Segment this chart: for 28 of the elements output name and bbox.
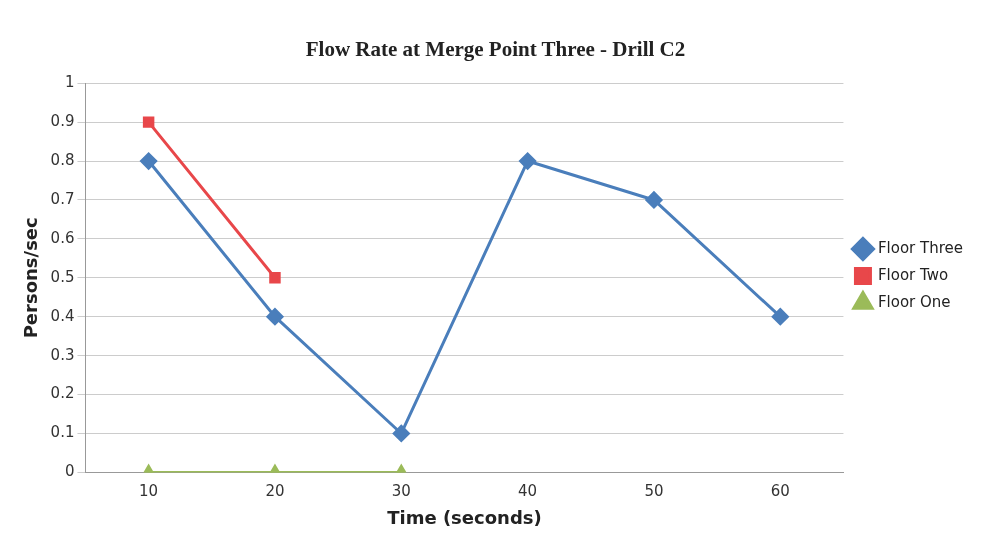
y-tick-label: 0.5 bbox=[50, 267, 75, 286]
legend-label: Floor Three bbox=[877, 238, 964, 257]
y-tick-label: 1 bbox=[64, 73, 75, 92]
y-tick-label: 0.6 bbox=[50, 228, 75, 247]
y-tick-label: 0.1 bbox=[50, 423, 75, 442]
point bbox=[519, 152, 537, 170]
legend-label: Floor One bbox=[877, 292, 951, 311]
y-tick-label: 0.4 bbox=[50, 306, 75, 325]
y-tick-label: 0.3 bbox=[50, 345, 75, 364]
x-tick-label: 50 bbox=[644, 482, 664, 501]
x-tick-label: 60 bbox=[770, 482, 790, 501]
x-tick-label: 40 bbox=[518, 482, 538, 501]
y-tick-label: 0.8 bbox=[50, 150, 75, 169]
point bbox=[645, 191, 663, 209]
point bbox=[269, 272, 281, 284]
x-tick-label: 20 bbox=[265, 482, 285, 501]
point bbox=[142, 116, 155, 128]
y-tick-label: 0.7 bbox=[50, 189, 75, 208]
y-tick-label: 0 bbox=[64, 462, 75, 481]
x-tick-label: 10 bbox=[139, 482, 159, 501]
x-tick-label: 30 bbox=[391, 482, 411, 501]
y-tick-label: 0.2 bbox=[50, 384, 75, 403]
legend-label: Floor Two bbox=[877, 265, 949, 284]
chart-title: Flow Rate at Merge Point Three - Drill C2 bbox=[305, 37, 686, 62]
y-axis-title: Persons/sec bbox=[20, 217, 42, 339]
x-axis-title: Time (seconds) bbox=[387, 506, 542, 528]
point bbox=[140, 152, 158, 170]
y-tick-label: 0.9 bbox=[50, 112, 75, 131]
